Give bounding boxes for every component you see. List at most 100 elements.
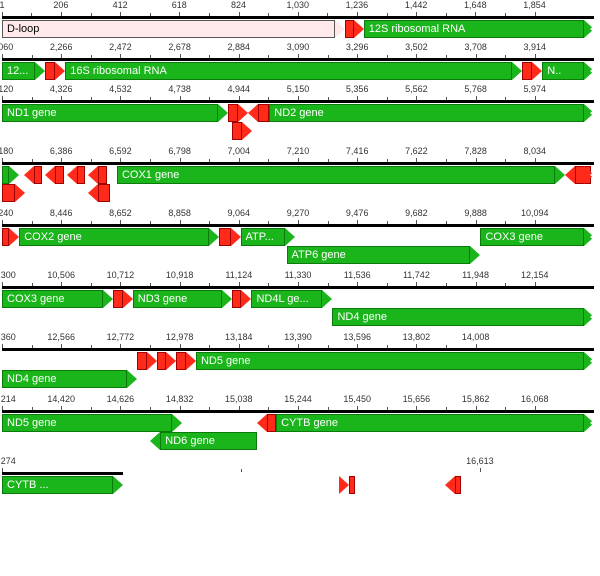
feature-trna[interactable]	[228, 104, 247, 122]
feature-trna[interactable]	[157, 352, 176, 370]
tick-label: 15,656	[403, 394, 431, 404]
feature-atp-[interactable]: ATP...	[241, 228, 296, 246]
feature-nd4l-ge-[interactable]: ND4L ge...	[251, 290, 332, 308]
tick-label: 4,532	[109, 84, 132, 94]
ruler: 4,1204,3264,5324,7384,9445,1505,3565,562…	[2, 86, 598, 104]
feature-label	[232, 122, 242, 140]
feature-nd2-gene[interactable]: ND2 gene	[269, 104, 594, 122]
tick-label: 7,416	[346, 146, 369, 156]
feature-trna[interactable]	[88, 166, 107, 184]
feature-lane: COX3 gene ND3 gene ND4L ge...ND4 gene	[2, 290, 598, 330]
feature-trna[interactable]	[565, 166, 585, 184]
feature-nd1-gene[interactable]: ND1 gene	[2, 104, 228, 122]
tick-label: 1,030	[286, 0, 309, 10]
feature-trna[interactable]	[219, 228, 241, 246]
tick-label: 6,798	[168, 146, 191, 156]
feature-trna[interactable]	[345, 20, 364, 38]
feature-nd5-gene[interactable]: ND5 gene	[2, 414, 182, 432]
feature-nd5-gene[interactable]: ND5 gene	[196, 352, 594, 370]
tick-label: 9,888	[464, 208, 487, 218]
tick-label: 12,360	[0, 332, 16, 342]
tick-label: 1,854	[523, 0, 546, 10]
feature-12-[interactable]: 12...	[2, 62, 45, 80]
tick-label: 5,356	[346, 84, 369, 94]
feature-trna[interactable]	[2, 166, 19, 184]
feature-nd4-gene[interactable]: ND4 gene	[2, 370, 137, 388]
feature-trna[interactable]	[88, 184, 110, 202]
tick-label: 14,832	[166, 394, 194, 404]
feature-lane: 12... 16S ribosomal RNA N..	[2, 62, 598, 82]
feature-trna[interactable]	[2, 184, 25, 202]
feature-nd4-gene[interactable]: ND4 gene	[332, 308, 594, 326]
feature-label	[157, 352, 166, 370]
feature-trna[interactable]	[45, 166, 64, 184]
feature-cox3-gene[interactable]: COX3 gene	[2, 290, 113, 308]
tick-label: 15,244	[284, 394, 312, 404]
feature-label: ND3 gene	[133, 290, 222, 308]
tick-label: 6,386	[50, 146, 73, 156]
feature-n-[interactable]: N..	[542, 62, 594, 80]
tick-label: 2,266	[50, 42, 73, 52]
tick-label: 9,064	[228, 208, 251, 218]
feature-trna[interactable]	[176, 352, 196, 370]
feature-label	[98, 166, 107, 184]
tick-label: 14,420	[47, 394, 75, 404]
tick-label: 16,274	[0, 456, 16, 466]
feature-cytb-[interactable]: CYTB ...	[2, 476, 123, 494]
ruler: 2,0602,2662,4722,6782,8843,0903,2963,502…	[2, 44, 598, 62]
feature-label	[113, 290, 123, 308]
tick-label: 10,712	[107, 270, 135, 280]
feature-atp6-gene[interactable]: ATP6 gene	[287, 246, 481, 264]
feature-nd6-gene[interactable]: ND6 gene	[150, 432, 256, 450]
feature-trna[interactable]	[232, 122, 252, 140]
feature-trna[interactable]	[257, 414, 277, 432]
feature-label	[2, 184, 15, 202]
feature-label: ATP6 gene	[287, 246, 471, 264]
feature-label: ND4 gene	[2, 370, 127, 388]
tick-label: 15,450	[343, 394, 371, 404]
tick-label: 10,300	[0, 270, 16, 280]
feature-trna[interactable]	[585, 166, 594, 184]
tick-label: 5,150	[287, 84, 310, 94]
feature-cox2-gene[interactable]: COX2 gene	[19, 228, 219, 246]
tick-label: 1,236	[346, 0, 369, 10]
feature-trna[interactable]	[24, 166, 43, 184]
feature-label: ATP...	[241, 228, 286, 246]
feature-trna[interactable]	[67, 166, 86, 184]
tick-label: 3,296	[346, 42, 369, 52]
feature-label: 12...	[2, 62, 35, 80]
tick-label: 11,124	[225, 270, 252, 280]
feature-trna[interactable]	[45, 62, 65, 80]
feature-cytb-gene[interactable]: CYTB gene	[276, 414, 594, 432]
genome-map: 12064126188241,0301,2361,4421,6481,854D-…	[2, 2, 598, 496]
tick-label: 12,154	[521, 270, 549, 280]
track: 12,36012,56612,77212,97813,18413,39013,5…	[2, 334, 598, 392]
track: 14,21414,42014,62614,83215,03815,24415,4…	[2, 396, 598, 454]
track: 2,0602,2662,4722,6782,8843,0903,2963,502…	[2, 44, 598, 82]
feature-16s-ribosomal-rna[interactable]: 16S ribosomal RNA	[65, 62, 522, 80]
feature-d-loop[interactable]: D-loop	[2, 20, 345, 38]
feature-cox1-gene[interactable]: COX1 gene	[117, 166, 565, 184]
tick-label: 4,326	[50, 84, 73, 94]
feature-trna[interactable]	[2, 228, 19, 246]
feature-label: COX1 gene	[117, 166, 555, 184]
feature-cox3-gene[interactable]: COX3 gene	[480, 228, 594, 246]
feature-nd3-gene[interactable]: ND3 gene	[133, 290, 232, 308]
feature-trna[interactable]	[522, 62, 542, 80]
tick-label: 1	[0, 0, 5, 10]
ruler: 10,30010,50610,71210,91811,12411,33011,5…	[2, 272, 598, 290]
tick-label: 12,566	[47, 332, 75, 342]
feature-label: CYTB ...	[2, 476, 113, 494]
tick-label: 7,622	[405, 146, 428, 156]
feature-trna[interactable]	[232, 290, 252, 308]
tick-label: 6,592	[109, 146, 132, 156]
feature-label	[267, 414, 277, 432]
feature-12s-ribosomal-rna[interactable]: 12S ribosomal RNA	[364, 20, 594, 38]
feature-trna[interactable]	[113, 290, 133, 308]
feature-label	[349, 476, 355, 494]
feature-trna[interactable]	[248, 104, 270, 122]
feature-trna[interactable]	[137, 352, 157, 370]
tick-label: 5,562	[405, 84, 428, 94]
feature-label	[219, 228, 231, 246]
feature-label: COX2 gene	[19, 228, 209, 246]
